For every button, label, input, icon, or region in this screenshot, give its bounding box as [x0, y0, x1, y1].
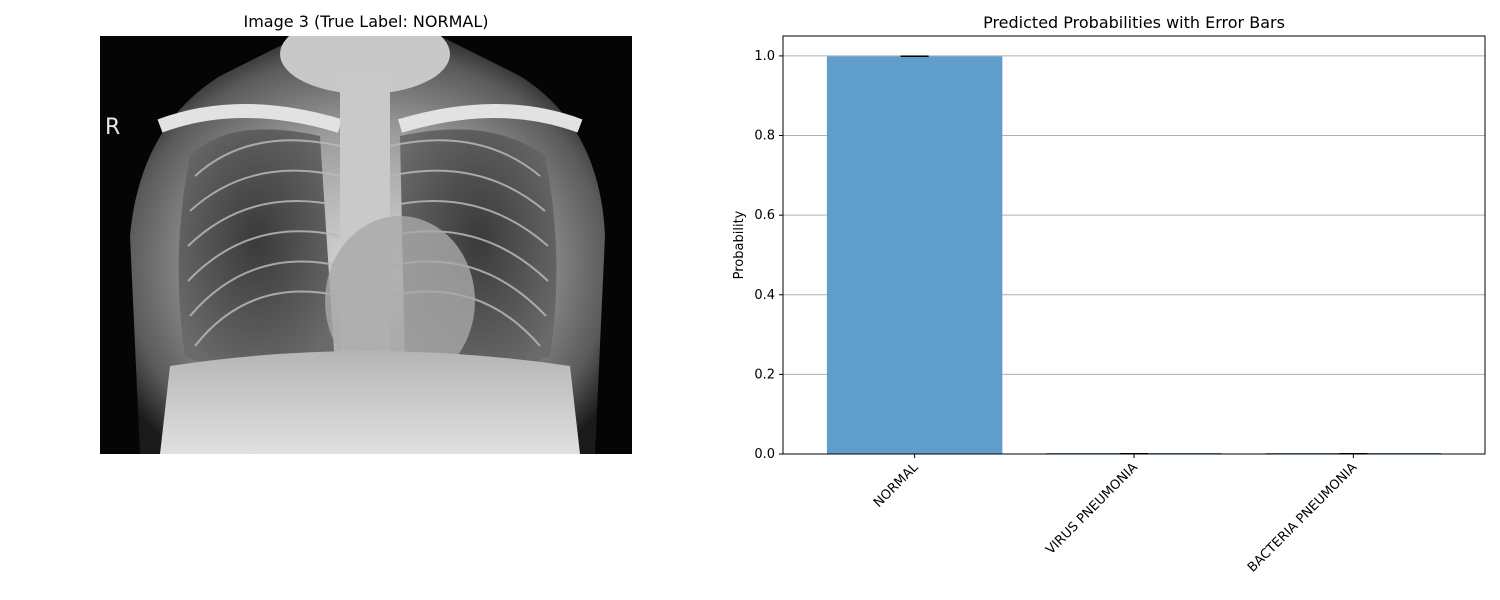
- y-tick-label: 0.6: [754, 208, 775, 223]
- y-tick-label: 0.2: [754, 367, 775, 382]
- y-axis-label: Probability: [732, 210, 747, 279]
- chart-title: Predicted Probabilities with Error Bars: [983, 13, 1285, 32]
- y-tick-label: 0.8: [754, 129, 775, 144]
- image-title: Image 3 (True Label: NORMAL): [243, 12, 489, 31]
- y-tick-label: 0.4: [754, 288, 775, 303]
- chest-xray-image: R: [100, 36, 632, 454]
- x-tick-label: NORMAL: [871, 460, 922, 511]
- y-tick-label: 0.0: [754, 447, 775, 462]
- x-tick-label: VIRUS PNEUMONIA: [1043, 460, 1141, 558]
- x-tick-label: BACTERIA PNEUMONIA: [1245, 460, 1360, 575]
- y-tick-label: 1.0: [754, 49, 775, 64]
- bar-normal: [826, 56, 1003, 454]
- laterality-marker: R: [105, 115, 120, 140]
